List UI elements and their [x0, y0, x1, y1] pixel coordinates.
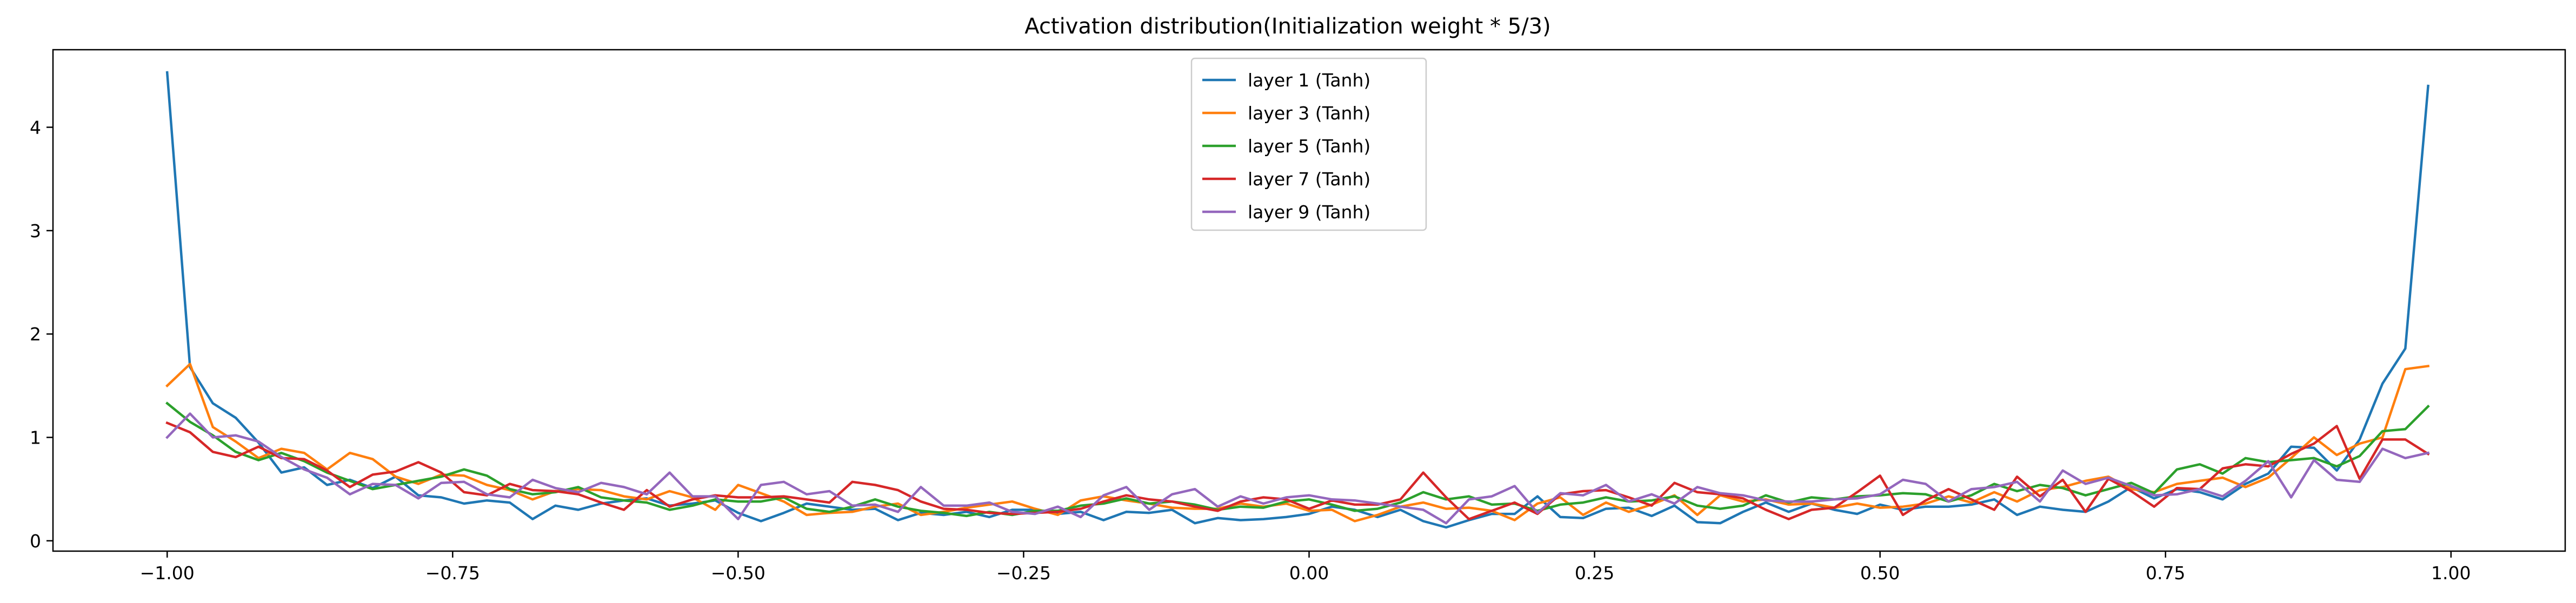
x-tick-label: 0.25	[1575, 562, 1614, 584]
x-tick-label: −0.75	[425, 562, 480, 584]
y-tick-label: 0	[30, 531, 41, 552]
y-tick-label: 1	[30, 427, 41, 448]
y-tick-label: 2	[30, 324, 41, 345]
axes-layer: −1.00 −0.75 −0.50 −0.25 0.00 0.25 0.50 0.75 1.00…	[30, 49, 2566, 584]
legend-label-4: layer 7 (Tanh)	[1248, 169, 1370, 190]
y-tick-label: 3	[30, 220, 41, 242]
chart-title: Activation distribution(Initialization w…	[1024, 14, 1550, 39]
series-line-1	[165, 71, 2429, 529]
y-tick-label: 4	[30, 117, 41, 138]
legend: layer 1 (Tanh) layer 3 (Tanh) layer 5 (Tan…	[1190, 57, 1427, 231]
x-tick-label: 1.00	[2431, 562, 2471, 584]
legend-box	[1190, 57, 1427, 231]
x-tick-label: −0.25	[996, 562, 1051, 584]
legend-label-3: layer 5 (Tanh)	[1248, 136, 1370, 157]
x-tick-label: 0.75	[2146, 562, 2185, 584]
legend-label-5: layer 9 (Tanh)	[1248, 202, 1370, 223]
series-layer	[165, 71, 2430, 529]
x-tick-label: 0.50	[1860, 562, 1900, 584]
legend-label-2: layer 3 (Tanh)	[1248, 103, 1370, 124]
series-line-4	[165, 421, 2430, 520]
x-tick-label: −1.00	[140, 562, 195, 584]
legend-label-1: layer 1 (Tanh)	[1248, 70, 1370, 91]
series-line-5	[165, 412, 2430, 525]
x-tick-label: −0.50	[711, 562, 766, 584]
x-tick-label: 0.00	[1289, 562, 1329, 584]
